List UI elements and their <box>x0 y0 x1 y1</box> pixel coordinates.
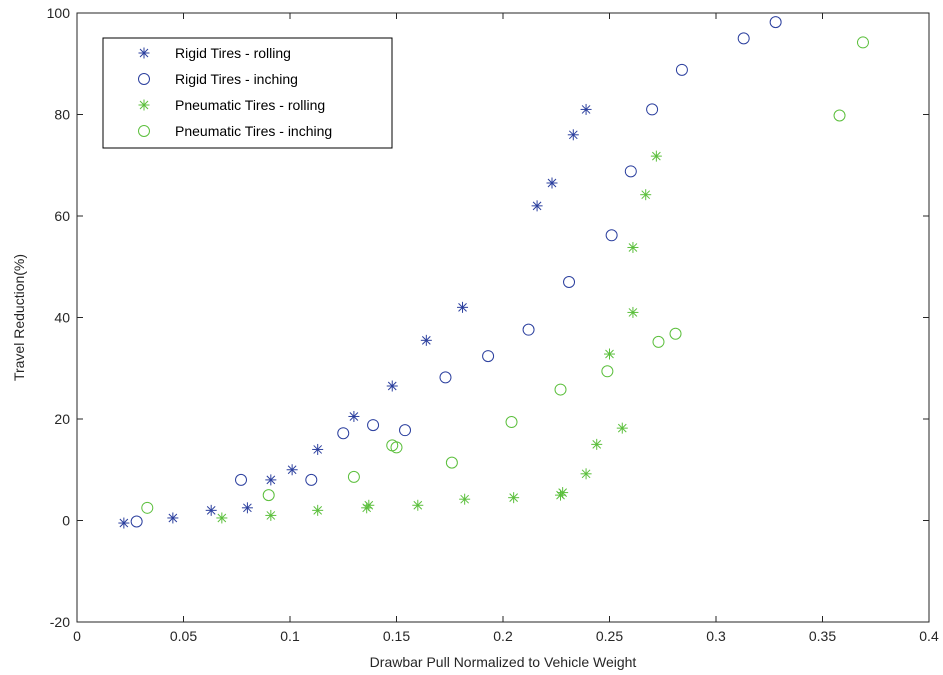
star-point <box>420 334 432 346</box>
x-tick-label: 0.15 <box>383 628 410 644</box>
x-axis-title: Drawbar Pull Normalized to Vehicle Weigh… <box>370 654 637 670</box>
circle-point <box>669 327 682 340</box>
circle-point <box>347 470 360 483</box>
star-point <box>591 438 603 450</box>
star-point <box>580 103 592 115</box>
star-point <box>627 306 639 318</box>
x-tick-label: 0.05 <box>170 628 197 644</box>
circle-point <box>737 32 750 45</box>
circle-point <box>399 424 412 437</box>
star-point <box>265 509 277 521</box>
star-point <box>459 493 471 505</box>
star-point <box>627 241 639 253</box>
legend-entry: Rigid Tires - inching <box>138 71 298 87</box>
y-tick-label: -20 <box>50 614 70 630</box>
legend-entries: Rigid Tires - rolling Rigid Tires - inchi… <box>138 45 332 139</box>
circle-point <box>554 383 567 396</box>
legend: Rigid Tires - rolling Rigid Tires - inchi… <box>102 37 393 149</box>
legend-marker <box>138 47 150 59</box>
circle-point <box>305 473 318 486</box>
circle-point <box>833 109 846 122</box>
series-0 <box>118 103 592 529</box>
y-tick-label: 80 <box>54 107 70 123</box>
y-tick-label: 60 <box>54 208 70 224</box>
circle-point <box>601 365 614 378</box>
star-point <box>286 464 298 476</box>
legend-box <box>102 37 393 149</box>
circle-point <box>439 371 452 384</box>
star-point <box>616 422 628 434</box>
star-point <box>412 499 424 511</box>
legend-entry: Rigid Tires - rolling <box>138 45 291 61</box>
star-point <box>650 150 662 162</box>
legend-label: Pneumatic Tires - inching <box>175 123 332 139</box>
circle-point <box>337 427 350 440</box>
series-1 <box>130 16 782 528</box>
circle-point <box>652 335 665 348</box>
y-tick-label: 20 <box>54 411 70 427</box>
star-point <box>604 348 615 360</box>
circle-point <box>646 103 659 116</box>
circle-point <box>856 36 869 49</box>
star-point <box>363 499 375 511</box>
circle-point <box>505 416 518 429</box>
legend-marker <box>138 73 150 85</box>
circle-point <box>624 165 637 178</box>
data-points <box>118 16 869 529</box>
y-tick-label: 40 <box>54 310 70 326</box>
star-point <box>118 517 130 529</box>
circle-point <box>482 350 495 363</box>
x-tick-label: 0.2 <box>493 628 513 644</box>
circle-point <box>445 456 458 469</box>
circle-point <box>522 323 535 336</box>
x-tick-label: 0.35 <box>809 628 836 644</box>
star-point <box>167 512 179 524</box>
star-point <box>640 189 652 201</box>
star-point <box>312 504 324 516</box>
star-point <box>531 200 543 212</box>
circle-point <box>130 515 143 528</box>
axis-ticks: 0 0.05 0.1 0.15 0.2 0.25 0.3 0.35 0.4-2002040608… <box>47 5 939 644</box>
circle-point <box>605 229 618 242</box>
circle-point <box>563 275 576 288</box>
star-point <box>580 468 592 480</box>
star-point <box>205 504 217 516</box>
star-point <box>216 512 228 524</box>
circle-point <box>367 419 380 432</box>
star-point <box>386 380 398 392</box>
x-tick-label: 0.1 <box>280 628 300 644</box>
legend-entry: Pneumatic Tires - inching <box>138 123 332 139</box>
star-point <box>567 129 579 141</box>
x-tick-label: 0 <box>73 628 81 644</box>
y-axis-title: Travel Reduction(%) <box>11 254 27 381</box>
x-tick-label: 0.4 <box>919 628 939 644</box>
star-point <box>348 410 360 422</box>
star-point <box>265 474 277 486</box>
star-point <box>557 487 569 499</box>
circle-point <box>675 63 688 76</box>
star-point <box>457 301 469 313</box>
circle-point <box>769 16 782 29</box>
y-tick-label: 100 <box>47 5 71 21</box>
series-2 <box>216 150 662 524</box>
star-point <box>546 177 558 189</box>
circle-point <box>141 501 154 514</box>
star-point <box>312 443 324 455</box>
legend-label: Rigid Tires - rolling <box>175 45 291 61</box>
legend-label: Pneumatic Tires - rolling <box>175 97 325 113</box>
series-3 <box>141 36 869 514</box>
legend-label: Rigid Tires - inching <box>175 71 298 87</box>
circle-point <box>235 473 248 486</box>
legend-entry: Pneumatic Tires - rolling <box>138 97 325 113</box>
y-tick-label: 0 <box>62 513 70 529</box>
circle-point <box>390 441 403 454</box>
star-point <box>241 502 253 514</box>
x-tick-label: 0.25 <box>596 628 623 644</box>
legend-marker <box>138 125 150 137</box>
legend-marker <box>138 99 150 111</box>
circle-point <box>262 489 275 502</box>
star-point <box>508 492 520 504</box>
x-tick-label: 0.3 <box>706 628 726 644</box>
